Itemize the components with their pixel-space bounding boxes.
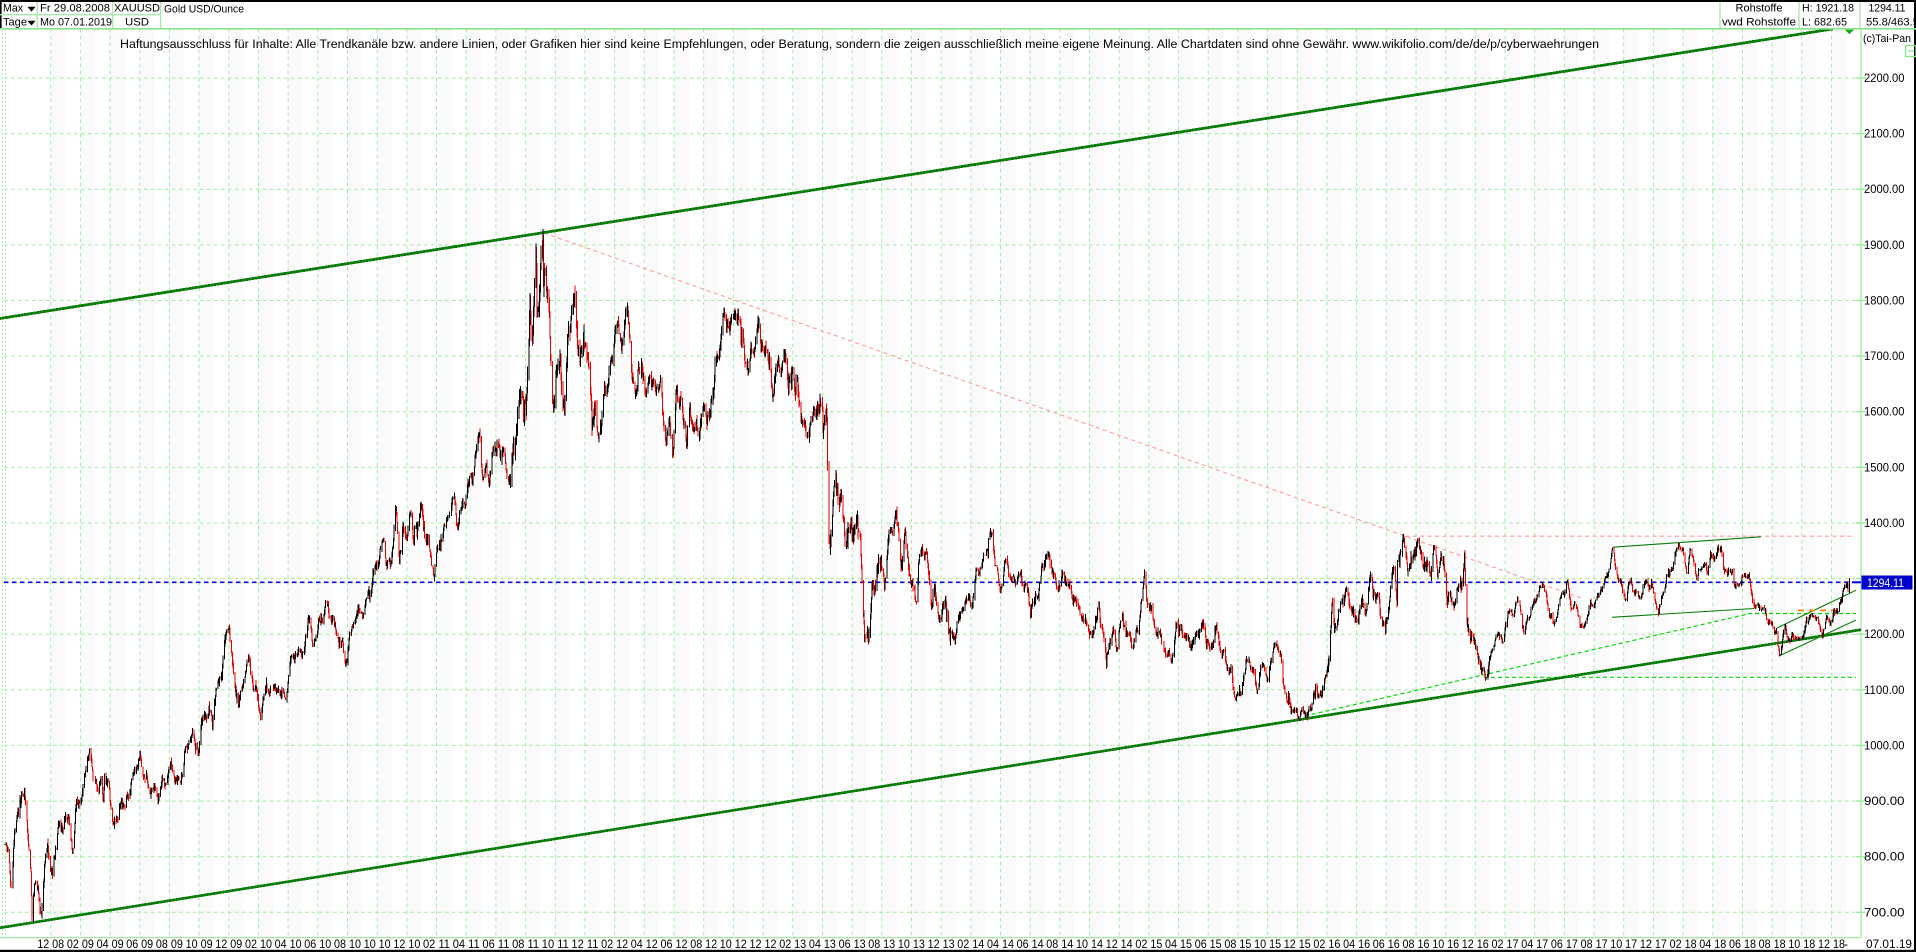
svg-text:06 18: 06 18 — [1729, 939, 1756, 951]
svg-text:08 16: 08 16 — [1403, 939, 1430, 951]
svg-text:L: 682.65: L: 682.65 — [1802, 17, 1847, 29]
svg-text:04 14: 04 14 — [987, 939, 1015, 951]
svg-text:Haftungsausschluss für Inhalte: Haftungsausschluss für Inhalte: Alle Tre… — [120, 37, 1599, 51]
svg-text:XAUUSD: XAUUSD — [114, 3, 160, 15]
svg-text:04 10: 04 10 — [275, 939, 302, 951]
svg-text:12 18: 12 18 — [1818, 939, 1845, 951]
svg-text:Gold USD/Ounce: Gold USD/Ounce — [164, 4, 244, 16]
svg-text:02 13: 02 13 — [779, 939, 806, 951]
svg-text:10 14: 10 14 — [1076, 939, 1104, 951]
svg-text:USD: USD — [125, 17, 149, 29]
svg-text:02 17: 02 17 — [1492, 939, 1519, 951]
svg-text:vwd Rohstoffe: vwd Rohstoffe — [1722, 17, 1796, 29]
svg-text:04 09: 04 09 — [97, 939, 124, 951]
svg-text:1600.00: 1600.00 — [1864, 407, 1905, 419]
svg-text:Max: Max — [3, 3, 23, 15]
svg-text:06 14: 06 14 — [1017, 939, 1045, 951]
svg-text:08 15: 08 15 — [1224, 939, 1251, 951]
svg-text:08 18: 08 18 — [1759, 939, 1786, 951]
svg-text:2100.00: 2100.00 — [1864, 129, 1905, 141]
svg-text:55.8/463.5: 55.8/463.5 — [1866, 17, 1916, 29]
svg-text:900.00: 900.00 — [1864, 796, 1905, 808]
svg-text:04 18: 04 18 — [1699, 939, 1726, 951]
svg-text:08 09: 08 09 — [156, 939, 183, 951]
svg-text:04 15: 04 15 — [1165, 939, 1192, 951]
svg-text:08 14: 08 14 — [1046, 939, 1074, 951]
svg-text:12 10: 12 10 — [393, 939, 420, 951]
svg-text:10 10: 10 10 — [364, 939, 391, 951]
svg-text:08 17: 08 17 — [1581, 939, 1608, 951]
svg-text:12 14: 12 14 — [1106, 939, 1134, 951]
svg-text:06 11: 06 11 — [482, 939, 509, 951]
svg-text:02 18: 02 18 — [1670, 939, 1697, 951]
svg-text:12 17: 12 17 — [1640, 939, 1667, 951]
svg-text:02 15: 02 15 — [1135, 939, 1162, 951]
svg-text:06 16: 06 16 — [1373, 939, 1400, 951]
svg-text:1294.11: 1294.11 — [1867, 578, 1904, 590]
svg-text:04 17: 04 17 — [1521, 939, 1548, 951]
svg-text:02 10: 02 10 — [245, 939, 272, 951]
svg-text:1100.00: 1100.00 — [1864, 685, 1905, 697]
svg-text:-: - — [1844, 939, 1848, 951]
svg-text:Fr 29.08.2008: Fr 29.08.2008 — [40, 3, 110, 15]
svg-text:12 08: 12 08 — [37, 939, 64, 951]
svg-text:10 17: 10 17 — [1610, 939, 1637, 951]
svg-text:Mo 07.01.2019: Mo 07.01.2019 — [40, 17, 112, 29]
svg-text:08 13: 08 13 — [868, 939, 895, 951]
svg-text:10 12: 10 12 — [720, 939, 747, 951]
svg-text:12 11: 12 11 — [571, 939, 598, 951]
svg-text:(c)Tai-Pan: (c)Tai-Pan — [1863, 33, 1911, 45]
svg-text:700.00: 700.00 — [1864, 907, 1905, 919]
svg-text:02 14: 02 14 — [957, 939, 985, 951]
svg-text:04 13: 04 13 — [809, 939, 836, 951]
svg-text:800.00: 800.00 — [1864, 852, 1905, 864]
svg-text:12 09: 12 09 — [215, 939, 242, 951]
svg-text:06 17: 06 17 — [1551, 939, 1578, 951]
svg-text:10 09: 10 09 — [186, 939, 213, 951]
svg-text:Tage: Tage — [3, 17, 27, 29]
svg-text:2200.00: 2200.00 — [1864, 73, 1905, 85]
svg-text:02 11: 02 11 — [423, 939, 450, 951]
svg-text:2000.00: 2000.00 — [1864, 184, 1905, 196]
svg-text:08 11: 08 11 — [512, 939, 539, 951]
svg-text:10 15: 10 15 — [1254, 939, 1281, 951]
svg-text:02 12: 02 12 — [601, 939, 628, 951]
svg-text:1000.00: 1000.00 — [1864, 740, 1905, 752]
svg-text:08 10: 08 10 — [334, 939, 361, 951]
svg-text:10 13: 10 13 — [898, 939, 925, 951]
svg-text:06 09: 06 09 — [126, 939, 153, 951]
svg-text:1900.00: 1900.00 — [1864, 240, 1905, 252]
svg-text:1294.11: 1294.11 — [1869, 3, 1906, 15]
svg-text:1800.00: 1800.00 — [1864, 296, 1905, 308]
svg-text:07.01.19: 07.01.19 — [1866, 939, 1912, 951]
svg-text:02 16: 02 16 — [1313, 939, 1340, 951]
svg-text:06 13: 06 13 — [839, 939, 866, 951]
svg-text:08 12: 08 12 — [690, 939, 717, 951]
svg-text:10 11: 10 11 — [542, 939, 569, 951]
svg-text:1400.00: 1400.00 — [1864, 518, 1905, 530]
svg-text:04 12: 04 12 — [631, 939, 658, 951]
svg-text:04 16: 04 16 — [1343, 939, 1370, 951]
svg-text:1700.00: 1700.00 — [1864, 351, 1905, 363]
svg-text:12 16: 12 16 — [1462, 939, 1489, 951]
svg-text:04 11: 04 11 — [453, 939, 480, 951]
svg-text:Rohstoffe: Rohstoffe — [1736, 3, 1783, 15]
svg-text:12 12: 12 12 — [750, 939, 777, 951]
svg-text:1200.00: 1200.00 — [1864, 629, 1905, 641]
svg-text:02 09: 02 09 — [67, 939, 94, 951]
svg-text:06 10: 06 10 — [304, 939, 331, 951]
svg-text:12 13: 12 13 — [928, 939, 955, 951]
svg-text:10 18: 10 18 — [1788, 939, 1815, 951]
svg-text:10 16: 10 16 — [1432, 939, 1459, 951]
svg-text:06 12: 06 12 — [661, 939, 688, 951]
svg-text:06 15: 06 15 — [1195, 939, 1222, 951]
svg-text:12 15: 12 15 — [1284, 939, 1311, 951]
svg-text:1500.00: 1500.00 — [1864, 462, 1905, 474]
svg-text:H: 1921.18: H: 1921.18 — [1802, 3, 1854, 15]
